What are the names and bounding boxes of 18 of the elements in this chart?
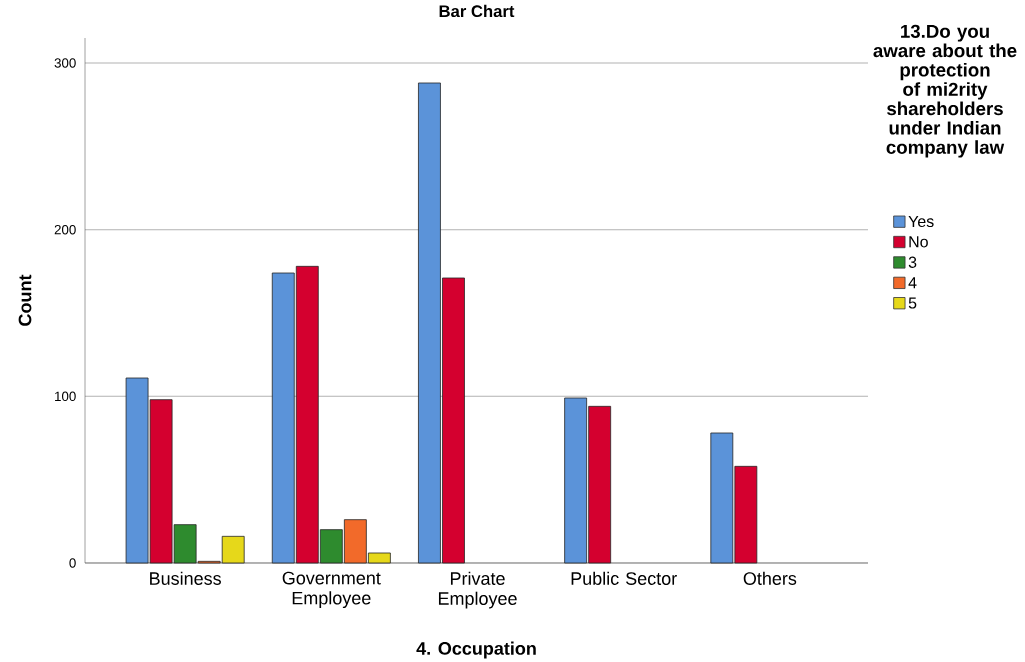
y-tick-label: 200 xyxy=(54,224,76,235)
y-tick-label: 100 xyxy=(55,391,76,402)
legend-label: 5 xyxy=(908,297,917,309)
y-axis-title: Count xyxy=(18,274,32,326)
x-tick-label: Business xyxy=(150,571,221,585)
chart-title: Bar Chart xyxy=(439,4,515,18)
x-tick-label: Government Employee xyxy=(282,571,381,609)
legend-label: 4 xyxy=(908,277,917,289)
y-tick-label: 300 xyxy=(54,58,76,68)
x-axis-title: 4. Occupation xyxy=(416,641,536,659)
legend-title: 13.Do you aware about the protection of mi2rity shareholders under Indian company law xyxy=(873,24,1017,158)
legend-label: No xyxy=(909,236,928,248)
y-tick-label: 0 xyxy=(69,558,76,568)
x-tick-label: Others xyxy=(743,571,797,585)
legend-label: Yes xyxy=(908,215,934,228)
x-tick-label: Private Employee xyxy=(438,571,517,609)
x-tick-label: Public Sector xyxy=(571,571,677,585)
legend-label: 3 xyxy=(908,256,917,268)
